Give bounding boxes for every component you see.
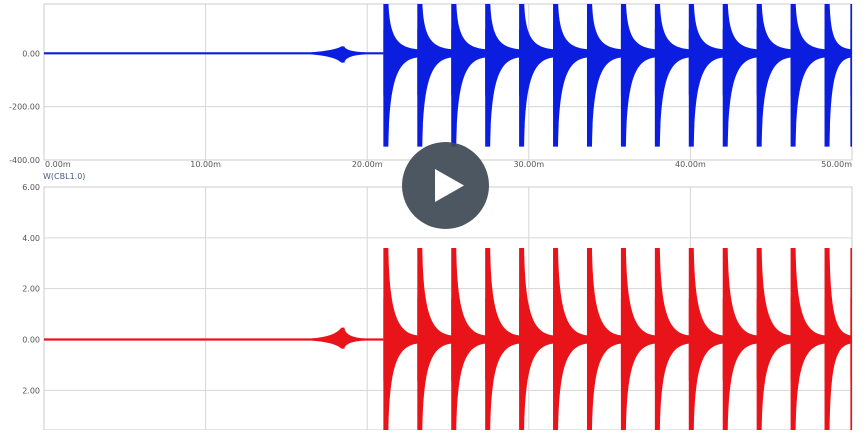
bottom-burst-core <box>586 298 591 381</box>
top-burst-core <box>722 29 727 96</box>
bottom-burst-spike <box>417 248 453 430</box>
top-waveform <box>44 4 852 147</box>
top-x-tick-label: 50.00m <box>821 160 852 169</box>
bottom-burst-spike <box>850 248 852 430</box>
bottom-burst-spike <box>688 248 724 430</box>
top-y-tick-label: 0.00 <box>22 49 40 58</box>
bottom-burst-spike <box>383 248 419 430</box>
top-x-tick-label: 20.00m <box>352 160 383 169</box>
top-y-tick-label: -400.00 <box>9 156 40 165</box>
trace-label: W(CBL1.0) <box>43 172 85 181</box>
bottom-burst-core <box>519 298 524 381</box>
bottom-y-tick-label: 4.00 <box>22 234 40 243</box>
bottom-burst-spike <box>451 248 487 430</box>
bottom-onset-spike <box>311 327 366 349</box>
bottom-burst-spike <box>756 248 792 430</box>
top-onset-spike <box>311 46 366 63</box>
bottom-burst-core <box>485 298 490 381</box>
bottom-burst-core <box>553 298 558 381</box>
bottom-burst-core <box>383 298 388 381</box>
bottom-y-tick-label: 2.00 <box>22 285 40 294</box>
bottom-burst-core <box>620 298 625 381</box>
top-burst-core <box>756 29 761 96</box>
top-burst-spike <box>850 4 852 147</box>
top-burst-spike <box>586 4 622 147</box>
bottom-burst-spike <box>519 248 555 430</box>
top-x-tick-label: 0.00m <box>45 160 71 169</box>
top-burst-core <box>790 29 795 96</box>
top-burst-spike <box>654 4 690 147</box>
bottom-burst-spike <box>485 248 521 430</box>
bottom-burst-core <box>790 298 795 381</box>
top-x-tick-label: 30.00m <box>513 160 544 169</box>
top-burst-spike <box>620 4 656 147</box>
bottom-burst-core <box>451 298 456 381</box>
top-burst-spike <box>519 4 555 147</box>
top-burst-spike <box>485 4 521 147</box>
bottom-burst-core <box>824 298 829 381</box>
bottom-y-tick-label: 0.00 <box>22 336 40 345</box>
bottom-burst-spike <box>722 248 758 430</box>
top-burst-spike <box>688 4 724 147</box>
top-burst-spike <box>790 4 826 147</box>
top-y-tick-label: -200.00 <box>9 103 40 112</box>
bottom-burst-core <box>756 298 761 381</box>
top-x-tick-label: 10.00m <box>190 160 221 169</box>
play-icon <box>402 142 489 229</box>
top-burst-core <box>485 29 490 96</box>
top-waveform-panel: -400.00 -200.00 0.00 0.00m 10.00m 20.00m 30.00… <box>9 3 853 169</box>
bottom-y-tick-label: 6.00 <box>22 183 40 192</box>
bottom-waveform <box>44 248 852 430</box>
bottom-burst-core <box>722 298 727 381</box>
top-burst-core <box>824 29 829 96</box>
bottom-burst-core <box>417 298 422 381</box>
top-burst-core <box>654 29 659 96</box>
top-burst-spike <box>722 4 758 147</box>
bottom-waveform-panel: 2.00 0.00 2.00 4.00 6.00 <box>22 183 853 431</box>
bottom-burst-core <box>654 298 659 381</box>
top-burst-core <box>850 29 852 96</box>
bottom-burst-spike <box>654 248 690 430</box>
top-burst-core <box>383 29 388 96</box>
top-burst-spike <box>383 4 419 147</box>
top-burst-core <box>688 29 693 96</box>
top-burst-core <box>519 29 524 96</box>
play-button[interactable] <box>402 142 489 229</box>
bottom-burst-spike <box>586 248 622 430</box>
bottom-burst-core <box>688 298 693 381</box>
top-burst-core <box>553 29 558 96</box>
bottom-burst-spike <box>553 248 588 430</box>
bottom-y-tick-label: 2.00 <box>22 386 40 395</box>
top-burst-spike <box>417 4 453 147</box>
bottom-burst-spike <box>620 248 656 430</box>
top-burst-core <box>620 29 625 96</box>
top-x-tick-label: 40.00m <box>675 160 706 169</box>
top-burst-spike <box>451 4 487 147</box>
bottom-burst-spike <box>790 248 826 430</box>
top-burst-core <box>586 29 591 96</box>
top-burst-core <box>451 29 456 96</box>
top-burst-spike <box>553 4 588 147</box>
bottom-burst-spike <box>824 248 852 430</box>
bottom-burst-core <box>850 298 852 381</box>
top-burst-spike <box>824 4 852 147</box>
top-burst-spike <box>756 4 792 147</box>
top-burst-core <box>417 29 422 96</box>
